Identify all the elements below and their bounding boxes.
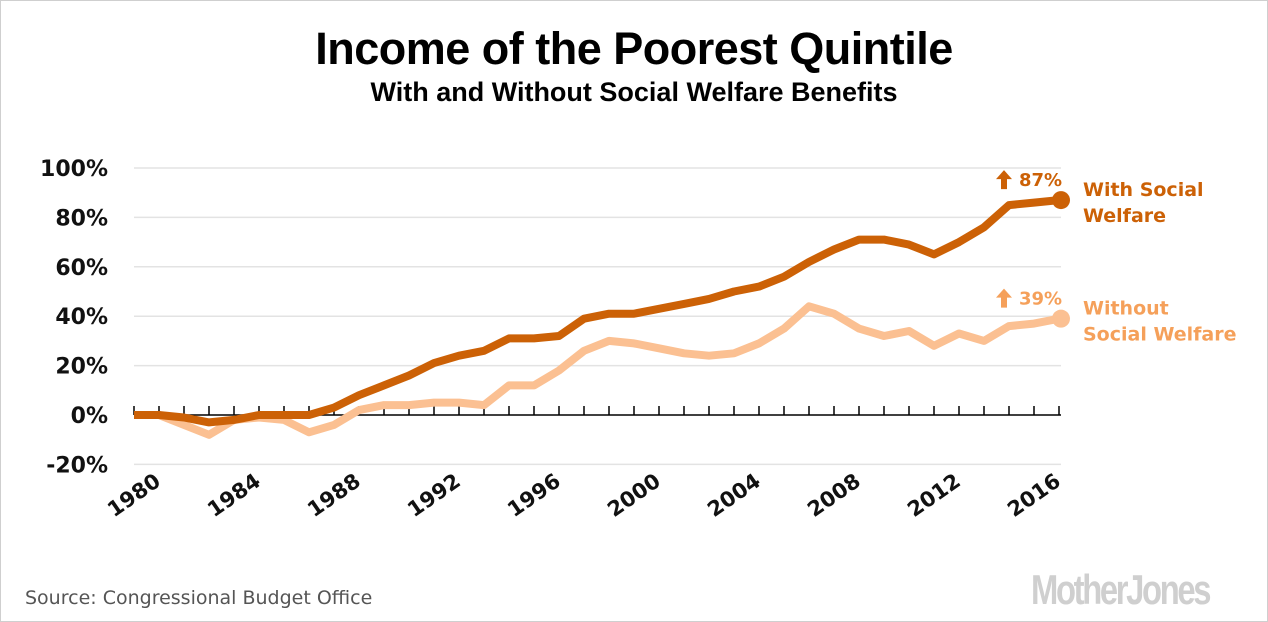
y-tick-label: 40% [55, 305, 108, 330]
series-label: With Social [1083, 179, 1204, 201]
x-tick-label: 2012 [903, 469, 965, 522]
y-axis: 100% 80% 60% 40% 20% 0% -20% [40, 157, 108, 478]
series-labels: 39% Without Social Welfare 87% With Social We… [996, 170, 1236, 346]
series-end-dot [1052, 309, 1070, 328]
x-tick-label: 1984 [203, 469, 265, 522]
up-arrow-icon [996, 170, 1012, 190]
mother-jones-logo: MotherJones [1031, 566, 1211, 613]
series-label: Without [1083, 298, 1169, 320]
x-tick-label: 2000 [603, 469, 665, 522]
y-tick-label: -20% [46, 453, 108, 478]
x-tick-label: 1988 [303, 469, 365, 522]
series-lines [134, 191, 1070, 439]
chart-title: Income of the Poorest Quintile [315, 23, 953, 74]
x-tick-label: 2008 [803, 469, 865, 522]
y-tick-label: 0% [71, 404, 108, 429]
x-tick-labels: 1980 1984 1988 1992 1996 2000 2004 2008 2012 2016 [103, 469, 1065, 522]
x-tick-label: 2016 [1003, 469, 1065, 522]
series-label: Welfare [1083, 205, 1166, 227]
series-line-without-welfare [134, 302, 1060, 439]
x-tick-label: 1992 [403, 469, 465, 522]
x-tick-label: 1980 [103, 469, 165, 522]
y-tick-label: 60% [55, 256, 108, 281]
up-arrow-icon [996, 288, 1012, 308]
y-tick-label: 20% [55, 355, 108, 380]
series-line-with-welfare [134, 196, 1060, 427]
y-tick-label: 80% [55, 206, 108, 231]
end-value-annotation: 39% [1019, 289, 1062, 310]
y-tick-label: 100% [40, 157, 108, 182]
gridlines [134, 167, 1061, 466]
series-label: Social Welfare [1083, 324, 1236, 346]
x-tick-label: 2004 [703, 469, 765, 522]
source-note: Source: Congressional Budget Office [25, 587, 373, 609]
series-end-dot [1052, 191, 1070, 210]
end-value-annotation: 87% [1019, 170, 1062, 191]
x-tick-label: 1996 [503, 469, 565, 522]
chart-subtitle: With and Without Social Welfare Benefits [370, 77, 898, 107]
